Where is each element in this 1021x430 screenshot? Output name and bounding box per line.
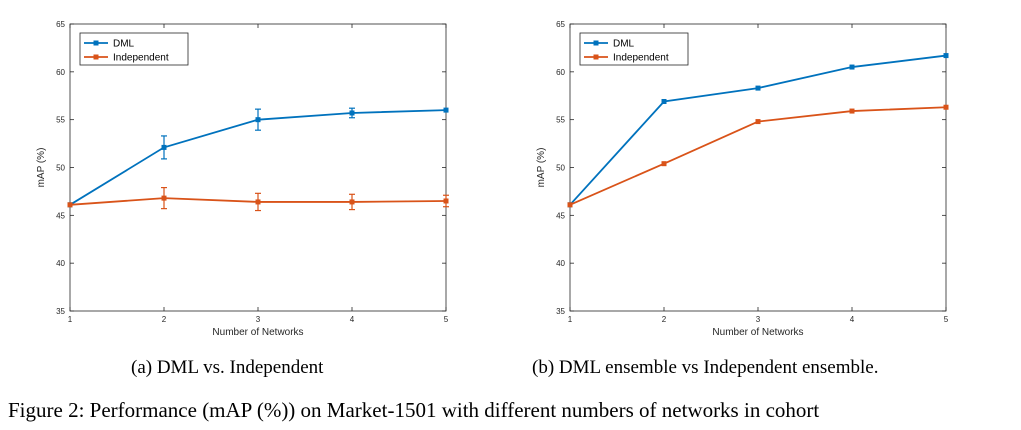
y-tick-label: 35	[556, 307, 565, 316]
legend-label: Independent	[113, 53, 169, 64]
data-point	[255, 199, 261, 205]
data-point	[567, 202, 573, 208]
y-tick-label: 65	[56, 20, 65, 29]
y-tick-label: 60	[56, 68, 65, 77]
subfigure-caption-a: (a) DML vs. Independent	[131, 357, 324, 378]
y-tick-label: 50	[556, 164, 565, 173]
x-tick-label: 3	[256, 315, 261, 324]
y-axis-label: mAP (%)	[536, 148, 547, 188]
series-independent	[67, 186, 449, 212]
x-tick-label: 1	[68, 315, 73, 324]
data-point	[161, 195, 167, 201]
x-tick-label: 4	[850, 315, 855, 324]
x-tick-label: 5	[444, 315, 449, 324]
legend-label: Independent	[613, 53, 669, 64]
legend: DML Independent	[79, 32, 189, 66]
y-tick-label: 40	[556, 259, 565, 268]
data-point	[255, 117, 261, 123]
plot-frame	[569, 23, 947, 312]
data-point	[349, 110, 355, 116]
series-independent	[567, 104, 949, 208]
legend-label: DML	[113, 39, 135, 50]
subfigure-caption-b: (b) DML ensemble vs Independent ensemble…	[532, 357, 879, 378]
x-tick-label: 2	[162, 315, 167, 324]
legend-marker	[93, 40, 99, 46]
data-point	[755, 85, 761, 91]
legend-marker	[593, 40, 599, 46]
data-point	[349, 199, 355, 205]
x-tick-label: 2	[662, 315, 667, 324]
data-point	[755, 119, 761, 125]
y-tick-label: 35	[56, 307, 65, 316]
legend-marker	[593, 54, 599, 60]
y-tick-label: 65	[556, 20, 565, 29]
data-point	[661, 161, 667, 167]
legend-box	[79, 32, 189, 66]
data-point	[943, 53, 949, 59]
y-tick-label: 45	[556, 211, 565, 220]
legend-label: DML	[613, 39, 635, 50]
series-dml	[67, 107, 449, 208]
data-point	[161, 144, 167, 150]
y-tick-label: 55	[556, 116, 565, 125]
x-axis-label: Number of Networks	[212, 327, 303, 338]
data-point	[661, 98, 667, 104]
x-tick-label: 5	[944, 315, 949, 324]
data-point	[849, 64, 855, 70]
y-tick-label: 60	[556, 68, 565, 77]
x-tick-label: 1	[568, 315, 573, 324]
series-dml	[567, 53, 949, 208]
y-tick-label: 45	[56, 211, 65, 220]
y-tick-label: 50	[56, 164, 65, 173]
legend-marker	[93, 54, 99, 60]
y-axis-label: mAP (%)	[36, 148, 47, 188]
plot-frame	[69, 23, 447, 312]
data-point	[67, 202, 73, 208]
y-tick-label: 40	[56, 259, 65, 268]
data-point	[443, 107, 449, 113]
x-axis-label: Number of Networks	[712, 327, 803, 338]
data-point	[849, 108, 855, 114]
series-line	[569, 54, 947, 206]
figure-caption: Figure 2: Performance (mAP (%)) on Marke…	[8, 398, 820, 422]
legend-box	[579, 32, 689, 66]
y-tick-label: 55	[56, 116, 65, 125]
data-point	[943, 104, 949, 110]
data-point	[443, 198, 449, 204]
x-tick-label: 4	[350, 315, 355, 324]
x-tick-label: 3	[756, 315, 761, 324]
legend: DML Independent	[579, 32, 689, 66]
